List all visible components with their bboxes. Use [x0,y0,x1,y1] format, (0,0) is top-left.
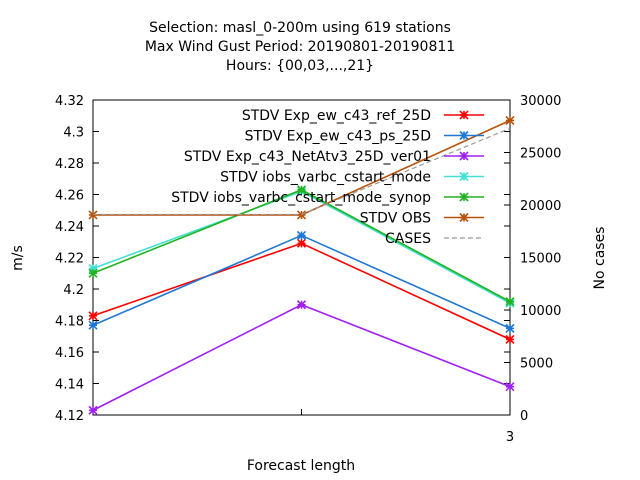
y-tick-label: 4.16 [55,346,84,361]
y-axis: 4.12 4.14 4.16 4.18 4.2 4.22 4.24 4.26 4.28 4.3 4.… [55,94,510,424]
legend-marker [459,212,469,223]
y-tick-label: 4.18 [55,315,84,330]
y-tick-label: 4.28 [55,157,84,172]
y-tick-label: 4.26 [55,189,84,204]
plot-frame [92,99,511,416]
y-tick-label: 4.22 [55,252,84,267]
y2-tick-label: 10000 [520,304,561,319]
legend-label: CASES [385,231,431,247]
data-point [88,311,98,321]
y-tick-label: 4.12 [55,409,84,424]
series-line-6 [93,127,511,216]
data-point [88,263,98,274]
legend-marker [459,151,469,161]
legend-label: STDV Exp_ew_c43_ref_25D [242,108,431,124]
data-point [505,297,515,307]
legend-label: STDV iobs_varbc_cstart_mode_synop [171,190,431,206]
series-lines [88,115,515,415]
legend-marker [459,130,469,141]
chart-title-line-2: Max Wind Gust Period: 20190801-20190811 [144,39,456,55]
data-point [505,382,515,392]
data-point [505,334,515,344]
legend-label: STDV Exp_c43_NetAtv3_25D_ver01 [184,149,431,165]
y2-tick-label: 0 [520,409,528,424]
y-tick-label: 4.14 [55,378,84,393]
chart-title-line-1: Selection: masl_0-200m using 619 station… [149,20,451,36]
data-point [88,268,98,278]
y-axis-label: m/s [10,245,26,271]
y2-tick-label: 25000 [520,147,561,162]
legend-marker [459,110,469,120]
x-tick-label: 3 [506,430,514,445]
series-line-0 [92,242,511,341]
data-point [505,115,515,126]
series-line-1 [92,234,511,330]
y2-axis: 0 5000 10000 15000 20000 25000 30000 [504,94,561,424]
data-point [296,185,307,195]
x-axis-label: Forecast length [247,458,355,474]
legend-label: STDV Exp_ew_c43_ps_25D [245,129,431,145]
y-tick-label: 4.32 [55,94,84,109]
data-point [88,405,98,415]
x-axis: 3 [92,409,514,445]
legend-marker [459,192,469,202]
legend-label: STDV iobs_varbc_cstart_mode [220,170,431,186]
y2-axis-label: No cases [592,227,608,290]
legend-label: STDV OBS [360,211,431,227]
y2-tick-label: 30000 [520,94,561,109]
series-line-2 [92,303,511,411]
y2-tick-label: 5000 [520,357,553,372]
data-point [296,238,307,248]
data-point [296,230,307,241]
data-point [88,320,98,330]
legend-marker [459,171,469,182]
y2-tick-label: 20000 [520,199,561,214]
y-tick-label: 4.24 [55,220,84,235]
y-tick-label: 4.3 [63,126,84,141]
data-point [296,300,307,310]
legend: STDV Exp_ew_c43_ref_25D STDV Exp_ew_c43_p… [171,108,484,247]
data-point [505,323,515,333]
y-tick-label: 4.2 [63,283,84,298]
y2-tick-label: 15000 [520,252,561,267]
chart-title-line-3: Hours: {00,03,...,21} [225,58,375,74]
